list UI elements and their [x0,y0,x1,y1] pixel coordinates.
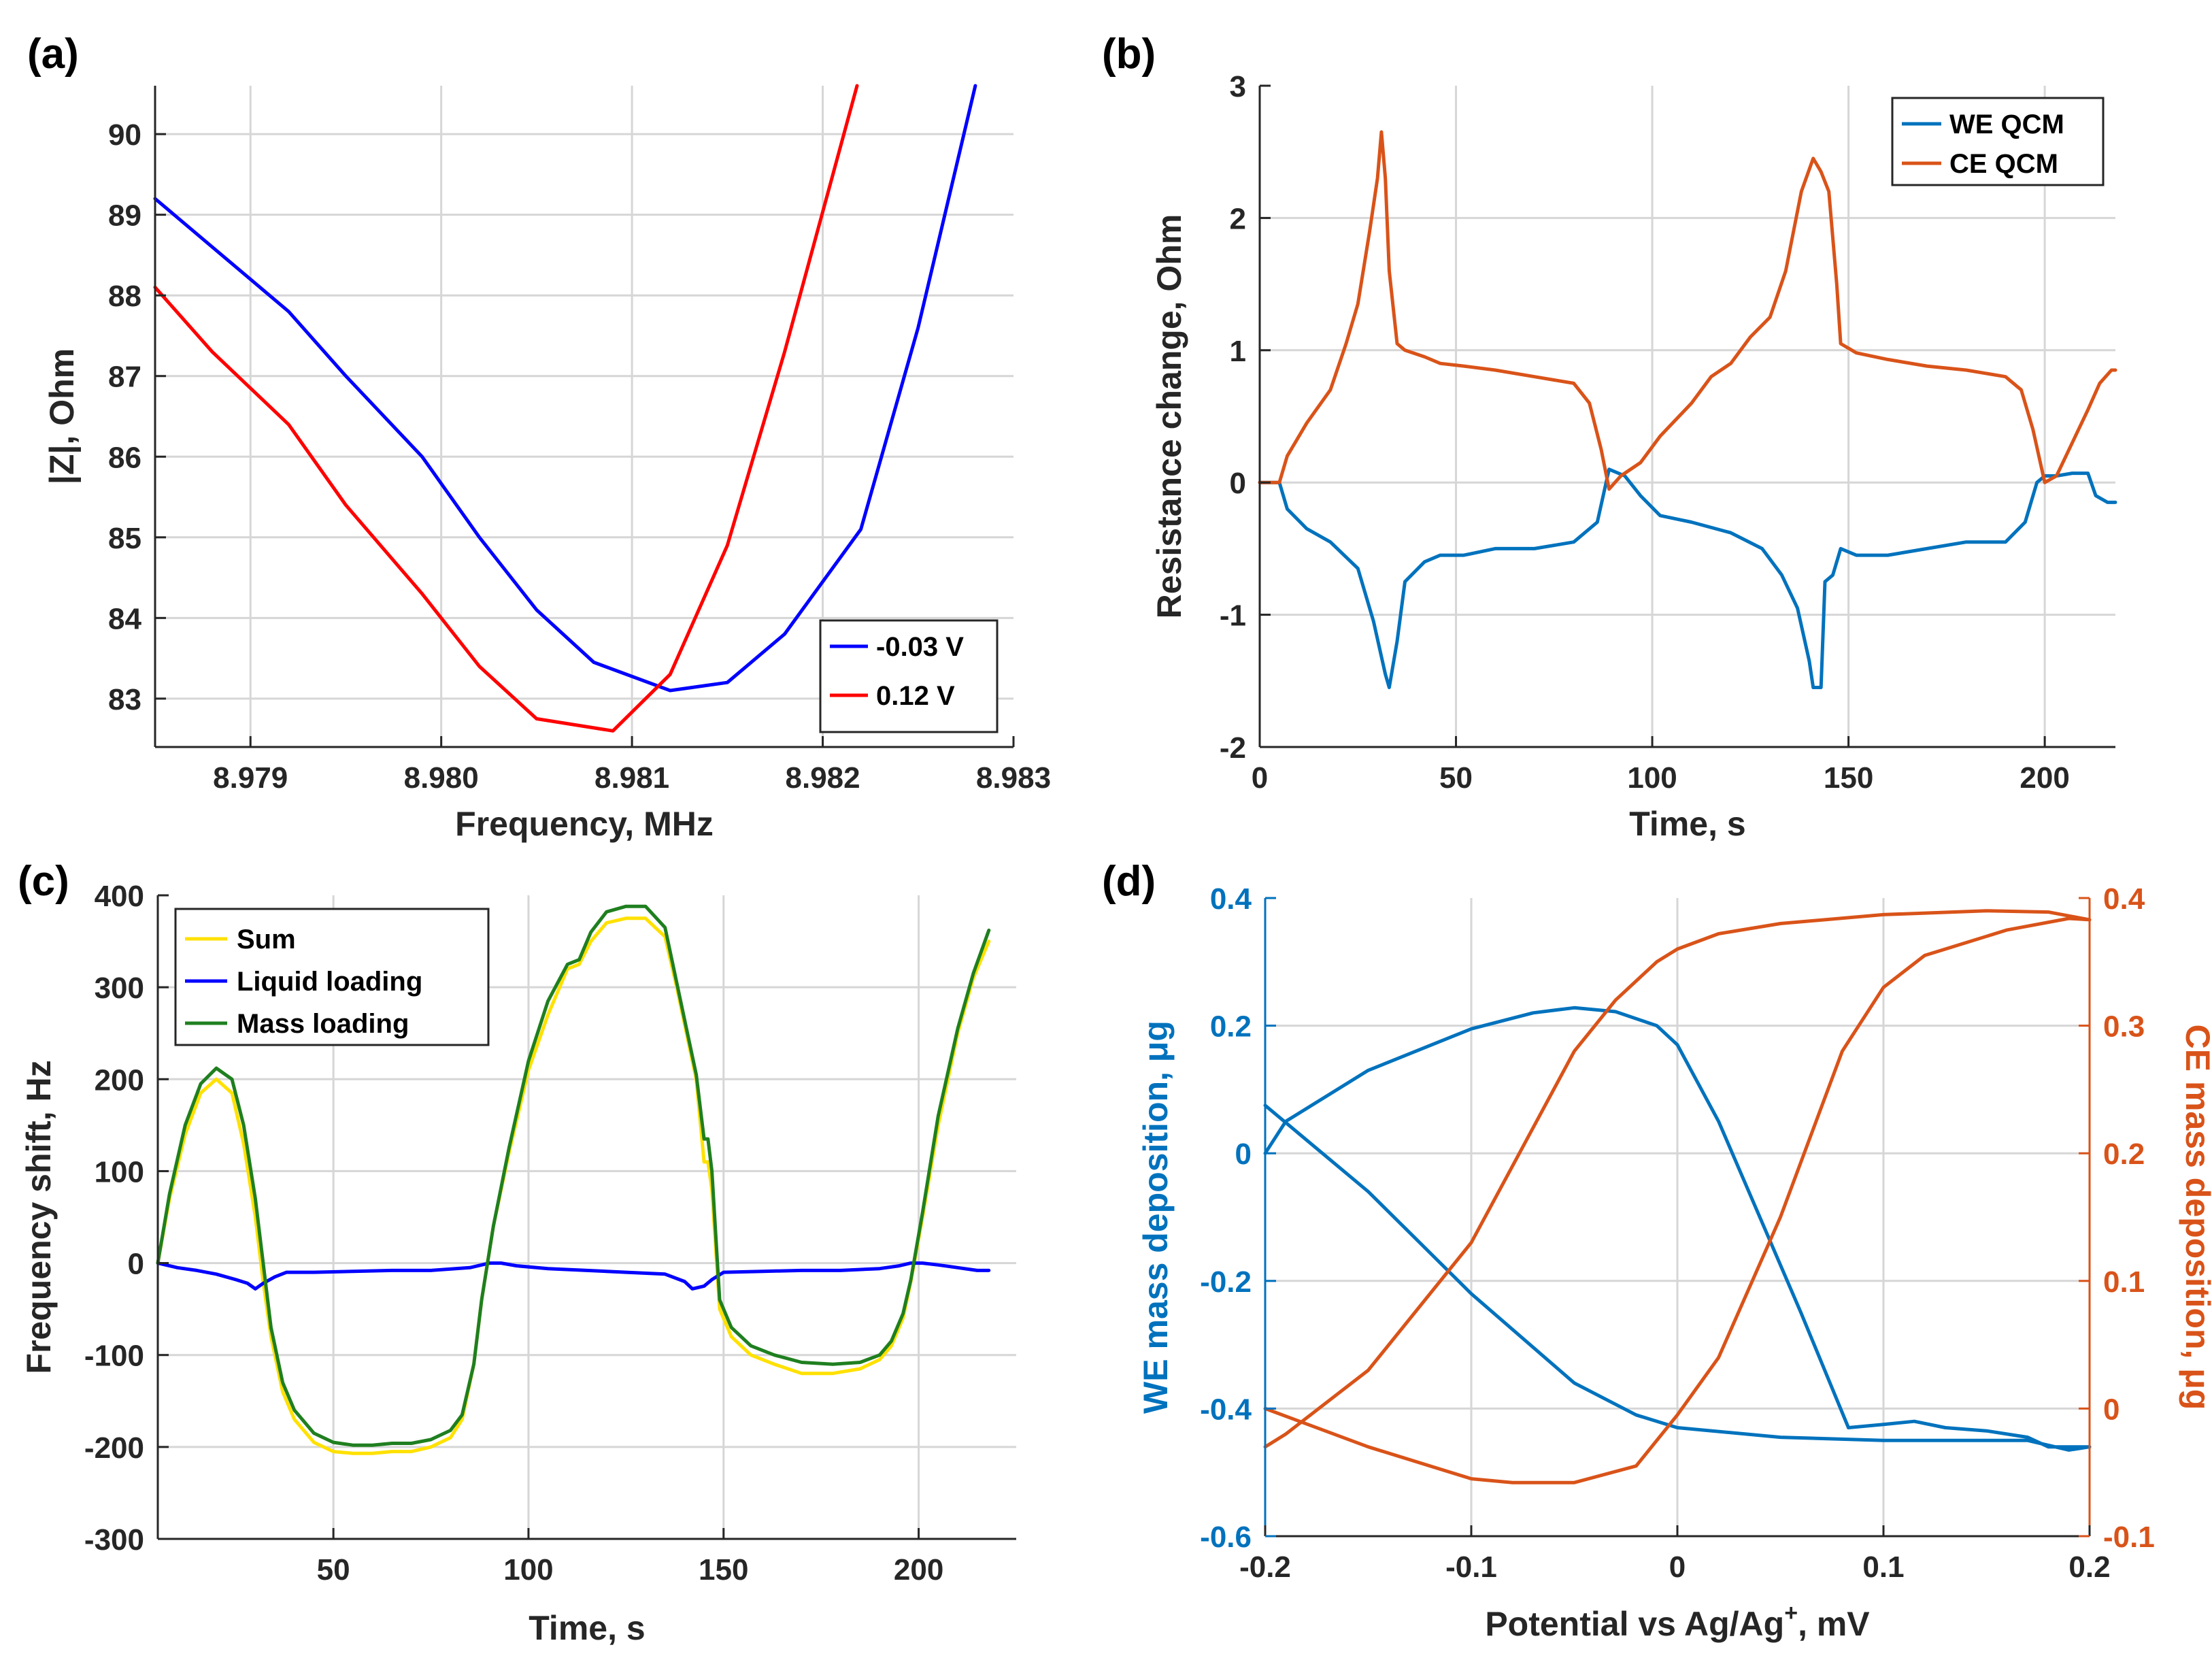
y-tick-label: 300 [95,972,144,1005]
panel-label: (a) [27,31,79,78]
x-tick-label: -0.1 [1445,1550,1497,1584]
y-tick-label: -0.4 [1200,1393,1252,1426]
legend-entry: Liquid loading [237,967,422,997]
series-line-ce-qcm [1258,130,2117,491]
panel-a: 8.979 8.980 8.981 8.982 8.983 83 84 85 86 87 88 89 9… [27,31,1051,843]
y-tick-label: 400 [95,880,144,913]
x-tick-label: 0.1 [1862,1550,1904,1584]
legend-entry: Sum [237,925,296,954]
y-tick-label: 3 [1230,70,1246,103]
legend-entry: CE QCM [1949,149,2058,179]
y-right-tick-label: -0.1 [2103,1521,2155,1554]
y-tick-label: 84 [108,602,141,635]
panel-d: -0.2 -0.1 0 0.1 0.2 -0.6 -0.4 -0.2 0 0.2 0.4 -0.1 0 0… [1102,858,2212,1643]
y-tick-label: 85 [108,522,141,555]
x-axis-title: Frequency, MHz [455,805,714,843]
y-tick-label: -0.2 [1200,1265,1252,1299]
x-tick-label: 50 [1439,761,1473,795]
y-tick-label: 0 [128,1248,144,1281]
y-right-tick-label: 0 [2103,1393,2119,1426]
x-tick-label: 0 [1252,761,1268,795]
series-line-mass-loading [156,904,991,1447]
series-line-we-qcm [1258,467,2117,689]
panel-b: 0 50 100 150 200 -2 -1 0 1 2 3 (b) Time, s Resistance… [1102,31,2117,843]
y-tick-label: 89 [108,199,141,233]
y-tick-label: -0.6 [1200,1521,1252,1554]
x-tick-label: 8.979 [213,761,288,795]
y-right-tick-label: 0.1 [2103,1265,2145,1299]
x-tick-label: 200 [894,1553,943,1587]
y-tick-label: -1 [1220,599,1246,633]
legend-box [819,619,999,733]
y-tick-label: 86 [108,441,141,474]
y-tick-label: 100 [95,1155,144,1189]
y-right-tick-label: 0.4 [2103,882,2145,916]
legend-box [1891,97,2105,186]
y-tick-label: 83 [108,683,141,716]
y-tick-label: 0 [1230,467,1246,500]
x-tick-label: 100 [503,1553,553,1587]
legend-entry: WE QCM [1949,110,2064,139]
series-line-sum [156,916,991,1455]
panel-label: (d) [1102,858,1156,905]
y-tick-label: -200 [84,1431,144,1465]
x-tick-label: -0.2 [1239,1550,1291,1584]
panel-c: 50 100 150 200 -300 -200 -100 0 100 200 300 400 (c) T… [18,858,1016,1647]
y-tick-label: 1 [1230,335,1246,368]
x-tick-label: 8.980 [404,761,479,795]
y-axis-title: Resistance change, Ohm [1150,214,1188,619]
legend-entry: -0.03 V [876,632,964,662]
x-tick-label: 150 [699,1553,748,1587]
x-axis-title: Time, s [1629,805,1745,843]
y-tick-label: 90 [108,118,141,152]
y-axis-title-right: CE mass deposition, μg [2179,1025,2212,1410]
x-tick-label: 200 [2020,761,2069,795]
panel-label: (c) [18,858,69,905]
x-tick-label: 8.981 [594,761,669,795]
y-axis-title-left: WE mass deposition, μg [1137,1020,1175,1414]
y-right-tick-label: 0.3 [2103,1010,2145,1044]
x-axis-title: Time, s [529,1609,645,1647]
panel-label: (b) [1102,31,1156,78]
y-axis-title: |Z|, Ohm [43,348,82,484]
y-tick-label: 0.4 [1210,882,1252,916]
x-tick-label: 50 [317,1553,350,1587]
series-line-liquid-loading [156,1261,991,1291]
y-tick-label: -100 [84,1340,144,1373]
legend: Sum Liquid loading Mass loading [174,908,490,1046]
legend-entry: 0.12 V [876,681,955,711]
x-axis-title-superscript: + [1784,1600,1798,1626]
legend: -0.03 V 0.12 V [819,619,999,733]
series-line--0-03-v [153,84,977,693]
y-tick-label: 0 [1235,1138,1252,1171]
y-tick-label: 87 [108,361,141,394]
x-tick-label: 8.982 [786,761,860,795]
y-tick-label: 0.2 [1210,1010,1252,1044]
y-tick-label: 2 [1230,202,1246,235]
x-axis-title: Potential vs Ag/Ag+, mV [1485,1600,1870,1643]
x-tick-label: 0.2 [2068,1550,2110,1584]
y-tick-label: -300 [84,1523,144,1557]
x-tick-label: 150 [1824,761,1873,795]
x-tick-label: 0 [1669,1550,1686,1584]
x-axis-title-unit: , mV [1798,1605,1870,1643]
series-line-0-12-v [153,84,859,733]
legend-box [174,908,490,1046]
y-tick-label: 200 [95,1063,144,1097]
x-tick-label: 8.983 [976,761,1051,795]
x-axis-title-main: Potential vs Ag/Ag [1485,1605,1784,1643]
legend-entry: Mass loading [237,1009,409,1039]
legend: WE QCM CE QCM [1891,97,2105,186]
y-tick-label: -2 [1220,731,1246,765]
y-axis-title: Frequency shift, Hz [20,1060,58,1374]
y-right-tick-label: 0.2 [2103,1138,2145,1171]
y-tick-label: 88 [108,280,141,313]
x-tick-label: 100 [1627,761,1677,795]
